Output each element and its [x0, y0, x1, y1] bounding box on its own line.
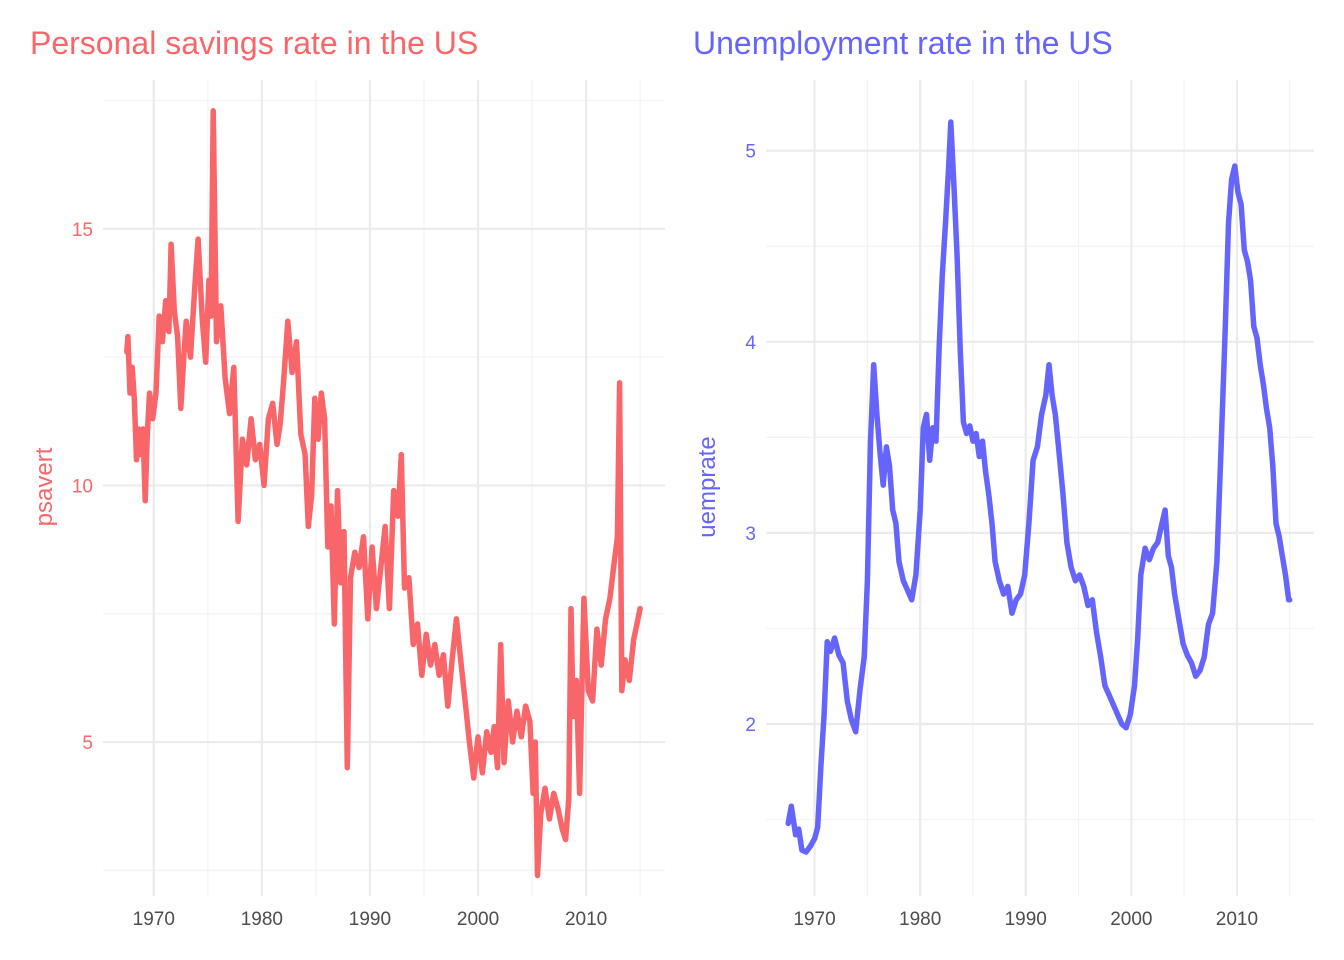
- y-ticks-savings: 5 10 15: [72, 220, 93, 754]
- series-line-savings: [124, 108, 643, 879]
- x-ticks-savings: 1970 1980 1990 2000 2010: [133, 909, 608, 930]
- x-tick-label: 2010: [1216, 909, 1258, 930]
- y-axis-label-unemployment: uemprate: [694, 436, 721, 537]
- y-tick-label: 10: [72, 476, 93, 497]
- x-tick-label: 2000: [1110, 909, 1152, 930]
- x-tick-label: 2000: [457, 909, 499, 930]
- y-tick-label: 5: [82, 733, 93, 754]
- x-tick-label: 1990: [1005, 909, 1047, 930]
- x-tick-label: 1970: [133, 909, 175, 930]
- series-line-unemployment: [785, 119, 1293, 855]
- y-tick-label: 4: [745, 333, 756, 354]
- y-tick-label: 2: [745, 715, 756, 736]
- x-tick-label: 1990: [349, 909, 391, 930]
- x-ticks-unemployment: 1970 1980 1990 2000 2010: [793, 909, 1258, 930]
- x-tick-label: 1980: [899, 909, 941, 930]
- y-tick-label: 5: [745, 142, 756, 163]
- y-tick-label: 15: [72, 220, 93, 241]
- y-ticks-unemployment: 2 3 4 5: [745, 142, 756, 736]
- x-tick-label: 2010: [565, 909, 607, 930]
- panel-title-unemployment: Unemployment rate in the US: [693, 25, 1113, 61]
- panel-savings: Personal savings rate in the US 5 10 15 19…: [30, 25, 665, 930]
- panel-unemployment: Unemployment rate in the US 2 3 4 5 1970 198…: [693, 25, 1314, 930]
- y-tick-label: 3: [745, 524, 756, 545]
- x-tick-label: 1980: [241, 909, 283, 930]
- x-tick-label: 1970: [793, 909, 835, 930]
- panel-title-savings: Personal savings rate in the US: [30, 25, 478, 61]
- y-axis-label-savings: psavert: [31, 447, 58, 526]
- series-unemployment: [785, 119, 1293, 855]
- series-savings: [124, 108, 643, 879]
